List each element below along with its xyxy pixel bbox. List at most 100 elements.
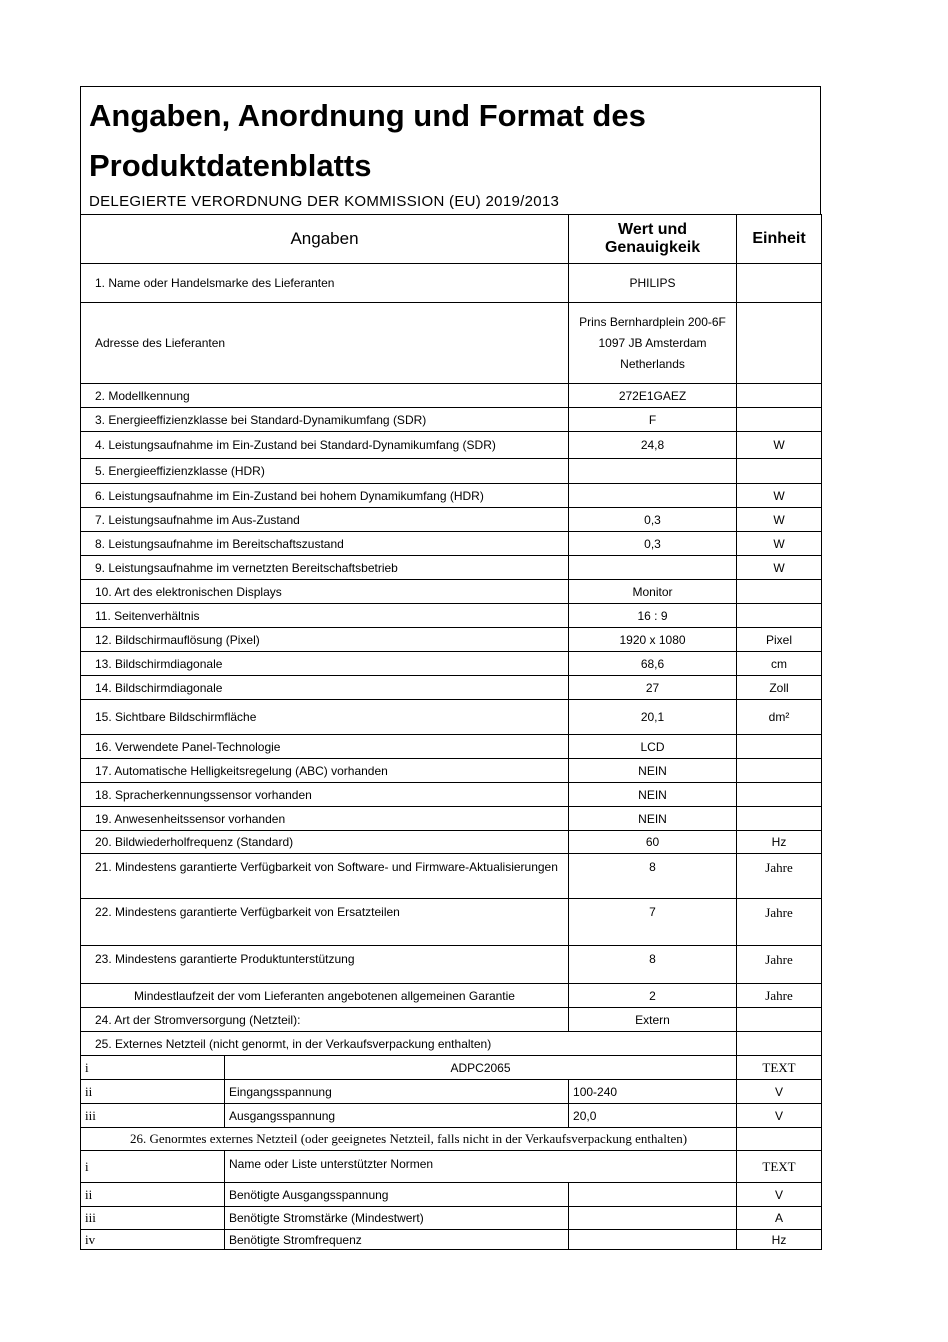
table-row: 15. Sichtbare Bildschirmfläche 20,1 dm² <box>79 699 823 735</box>
table-row: 13. Bildschirmdiagonale 68,6 cm <box>79 651 823 676</box>
sub-number: ii <box>80 1079 225 1104</box>
row-unit: Hz <box>736 1229 823 1250</box>
row-unit <box>736 758 823 783</box>
row-unit <box>736 603 823 628</box>
row-value: Prins Bernhardplein 200-6F 1097 JB Amste… <box>568 302 738 384</box>
row-unit: V <box>736 1103 823 1128</box>
row-value: 8 <box>568 853 738 899</box>
table-row: 16. Verwendete Panel-Technologie LCD <box>79 734 823 759</box>
row-value: 60 <box>568 830 738 854</box>
table-row: ii Benötigte Ausgangsspannung V <box>80 1182 823 1207</box>
row-label: 15. Sichtbare Bildschirmfläche <box>79 699 570 735</box>
row-label: 11. Seitenverhältnis <box>79 603 570 628</box>
table-row: 18. Spracherkennungssensor vorhanden NEIN <box>79 782 823 807</box>
row-value: 1920 x 1080 <box>568 627 738 652</box>
row-label: 18. Spracherkennungssensor vorhanden <box>79 782 570 807</box>
row-unit: W <box>736 531 823 556</box>
sub-label: Benötigte Stromstärke (Mindestwert) <box>223 1206 570 1230</box>
table-row: 4. Leistungsaufnahme im Ein-Zustand bei … <box>79 431 823 459</box>
row-label: 20. Bildwiederholfrequenz (Standard) <box>79 830 570 854</box>
row-unit <box>736 383 823 408</box>
row-label: Adresse des Lieferanten <box>79 302 570 384</box>
row-label: 16. Verwendete Panel-Technologie <box>79 734 570 759</box>
sub-value <box>568 1182 738 1207</box>
row-value: 8 <box>568 945 738 984</box>
row-label: 14. Bildschirmdiagonale <box>79 675 570 700</box>
table-row: 8. Leistungsaufnahme im Bereitschaftszus… <box>79 531 823 556</box>
row-label: 6. Leistungsaufnahme im Ein-Zustand bei … <box>79 483 570 508</box>
row-value <box>568 483 738 508</box>
row-value: LCD <box>568 734 738 759</box>
row-value: 272E1GAEZ <box>568 383 738 408</box>
table-row: 10. Art des elektronischen Displays Monit… <box>79 579 823 604</box>
header-einheit: Einheit <box>736 214 823 264</box>
row-label: 12. Bildschirmauflösung (Pixel) <box>79 627 570 652</box>
row-unit: dm² <box>736 699 823 735</box>
row-label: 23. Mindestens garantierte Produktunters… <box>79 945 570 984</box>
table-row: 14. Bildschirmdiagonale 27 Zoll <box>79 675 823 700</box>
table-row: 11. Seitenverhältnis 16 : 9 <box>79 603 823 628</box>
section-label: 26. Genormtes externes Netzteil (oder ge… <box>79 1127 738 1151</box>
row-unit: Zoll <box>736 675 823 700</box>
sub-number: iii <box>80 1103 225 1128</box>
row-label: 17. Automatische Helligkeitsregelung (AB… <box>79 758 570 783</box>
row-value: 24,8 <box>568 431 738 459</box>
row-label: 8. Leistungsaufnahme im Bereitschaftszus… <box>79 531 570 556</box>
row-unit <box>736 579 823 604</box>
row-unit: W <box>736 507 823 532</box>
table-row: 7. Leistungsaufnahme im Aus-Zustand 0,3 W <box>79 507 823 532</box>
sub-value: 100-240 <box>568 1079 738 1104</box>
row-unit: cm <box>736 651 823 676</box>
row-value: 16 : 9 <box>568 603 738 628</box>
product-data-table: Angaben Wert und Genauigkeik Einheit 1. … <box>79 214 823 1250</box>
row-value: 68,6 <box>568 651 738 676</box>
row-unit: W <box>736 483 823 508</box>
table-row: 1. Name oder Handelsmarke des Lieferante… <box>79 263 823 303</box>
row-unit <box>736 734 823 759</box>
row-unit <box>736 458 823 484</box>
table-row: 2. Modellkennung 272E1GAEZ <box>79 383 823 408</box>
row-label: 5. Energieeffizienzklasse (HDR) <box>79 458 570 484</box>
row-unit: V <box>736 1079 823 1104</box>
row-unit: Jahre <box>736 853 823 899</box>
row-value <box>568 458 738 484</box>
table-row: iv Benötigte Stromfrequenz Hz <box>80 1229 823 1250</box>
sub-label: Benötigte Stromfrequenz <box>223 1229 570 1250</box>
table-row: Mindestlaufzeit der vom Lieferanten ange… <box>79 983 823 1008</box>
sub-number: i <box>80 1150 225 1183</box>
header-angaben: Angaben <box>79 214 570 264</box>
table-row: 23. Mindestens garantierte Produktunters… <box>79 945 823 984</box>
row-unit: TEXT <box>736 1055 823 1080</box>
row-value: Monitor <box>568 579 738 604</box>
row-unit <box>736 1127 823 1151</box>
header-wert: Wert und Genauigkeik <box>568 214 738 264</box>
row-value: 0,3 <box>568 531 738 556</box>
row-unit <box>736 1031 823 1056</box>
row-unit: W <box>736 431 823 459</box>
row-value: NEIN <box>568 782 738 807</box>
sub-label: Eingangsspannung <box>223 1079 570 1104</box>
regulation-subtitle: DELEGIERTE VERORDNUNG DER KOMMISSION (EU… <box>89 193 560 210</box>
row-label: Mindestlaufzeit der vom Lieferanten ange… <box>79 983 570 1008</box>
row-label: 22. Mindestens garantierte Verfügbarkeit… <box>79 898 570 946</box>
table-row: 5. Energieeffizienzklasse (HDR) <box>79 458 823 484</box>
table-row: ii Eingangsspannung 100-240 V <box>80 1079 823 1104</box>
row-value: 27 <box>568 675 738 700</box>
table-row: 19. Anwesenheitssensor vorhanden NEIN <box>79 806 823 831</box>
table-row: 9. Leistungsaufnahme im vernetzten Berei… <box>79 555 823 580</box>
row-unit <box>736 263 823 303</box>
row-unit <box>736 407 823 432</box>
table-row: 17. Automatische Helligkeitsregelung (AB… <box>79 758 823 783</box>
sub-number: i <box>80 1055 225 1080</box>
sub-number: iii <box>80 1206 225 1230</box>
row-unit: Jahre <box>736 983 823 1008</box>
sub-number: ii <box>80 1182 225 1207</box>
row-label: 24. Art der Stromversorgung (Netzteil): <box>79 1007 570 1032</box>
row-value: F <box>568 407 738 432</box>
row-unit: Jahre <box>736 898 823 946</box>
row-unit: A <box>736 1206 823 1230</box>
row-unit <box>736 1007 823 1032</box>
row-value: 2 <box>568 983 738 1008</box>
row-value: Extern <box>568 1007 738 1032</box>
table-row: Adresse des Lieferanten Prins Bernhardple… <box>79 302 823 384</box>
